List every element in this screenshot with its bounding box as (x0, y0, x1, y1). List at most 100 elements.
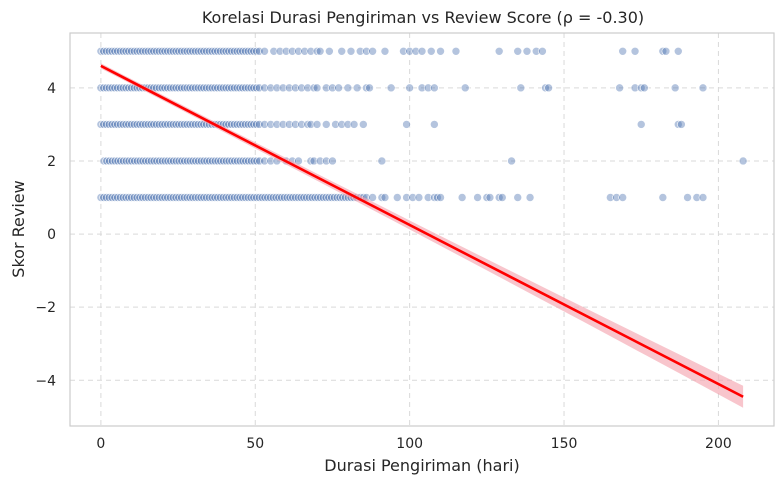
data-point (670, 83, 680, 93)
data-point (494, 193, 504, 202)
data-point (618, 193, 628, 202)
data-point (284, 120, 294, 129)
data-point (300, 46, 309, 56)
data-point (362, 83, 371, 93)
data-point (328, 156, 337, 166)
data-point (386, 83, 396, 93)
data-point (433, 193, 442, 202)
data-point (368, 193, 377, 202)
data-point (402, 120, 411, 129)
data-point (343, 83, 353, 93)
data-point (417, 46, 427, 56)
data-point (275, 46, 285, 56)
x-axis-label: Durasi Pengiriman (hari) (324, 456, 519, 475)
data-point (606, 193, 615, 202)
data-point (402, 193, 411, 202)
data-point (513, 193, 523, 202)
data-point (673, 46, 683, 56)
data-point (630, 83, 640, 93)
plot-frame (69, 32, 775, 427)
data-point (254, 120, 264, 129)
data-point (321, 83, 331, 93)
data-point (430, 83, 439, 93)
data-point (399, 46, 408, 56)
data-point (392, 193, 402, 202)
data-point (738, 156, 748, 166)
y-tick-label: −2 (35, 300, 56, 316)
data-point (368, 46, 377, 56)
y-tick-label: 4 (47, 81, 56, 97)
data-point (544, 83, 553, 93)
data-point (306, 156, 316, 166)
data-point (346, 46, 356, 56)
data-point (278, 120, 288, 129)
data-point (451, 46, 461, 56)
data-point (541, 83, 550, 93)
y-tick-label: 0 (47, 227, 56, 243)
data-point (658, 46, 668, 56)
data-point (538, 46, 547, 56)
x-tick-label: 0 (96, 436, 105, 452)
data-point (473, 193, 482, 202)
data-point (309, 83, 319, 93)
data-point (414, 193, 424, 202)
data-point (494, 46, 504, 56)
data-point (294, 46, 303, 56)
data-point (328, 83, 337, 93)
data-point (673, 120, 683, 129)
data-point (408, 193, 418, 202)
data-point (677, 120, 686, 129)
data-point (405, 83, 414, 93)
data-point (260, 46, 269, 56)
data-point (306, 120, 316, 129)
data-point (522, 46, 532, 56)
data-point (255, 156, 264, 166)
data-point (377, 156, 387, 166)
data-point (260, 120, 269, 129)
data-point (297, 120, 306, 129)
y-tick-label: 2 (47, 154, 56, 170)
data-point (618, 46, 628, 56)
chart-title: Korelasi Durasi Pengiriman vs Review Sco… (202, 8, 644, 27)
data-point (507, 156, 516, 166)
x-tick-label: 200 (705, 436, 732, 452)
data-point (315, 46, 325, 56)
data-point (334, 83, 343, 93)
data-point (405, 46, 414, 56)
data-point (254, 46, 264, 56)
data-point (485, 193, 495, 202)
data-point (254, 83, 264, 93)
data-point (640, 83, 649, 93)
data-point (291, 120, 300, 129)
regression-line (100, 64, 744, 398)
data-point (306, 46, 316, 56)
x-tick-label: 150 (551, 436, 578, 452)
data-point (272, 120, 282, 129)
data-point (362, 46, 371, 56)
data-point (436, 46, 445, 56)
data-point (284, 83, 294, 93)
data-point (266, 120, 276, 129)
data-point (297, 83, 306, 93)
data-point (457, 193, 467, 202)
data-point (658, 193, 668, 202)
data-point (312, 120, 322, 129)
data-point (365, 83, 374, 93)
data-point (303, 83, 313, 93)
data-point (312, 83, 322, 93)
data-point (343, 120, 353, 129)
data-point (352, 83, 362, 93)
data-point (525, 193, 535, 202)
data-point (337, 120, 347, 129)
data-point (377, 193, 387, 202)
data-point (266, 156, 276, 166)
data-point (260, 83, 269, 93)
data-point (288, 46, 297, 56)
data-point (380, 46, 390, 56)
data-point (303, 120, 313, 129)
data-point (315, 156, 325, 166)
data-point (260, 156, 269, 166)
data-point (269, 46, 279, 56)
data-point (661, 46, 671, 56)
